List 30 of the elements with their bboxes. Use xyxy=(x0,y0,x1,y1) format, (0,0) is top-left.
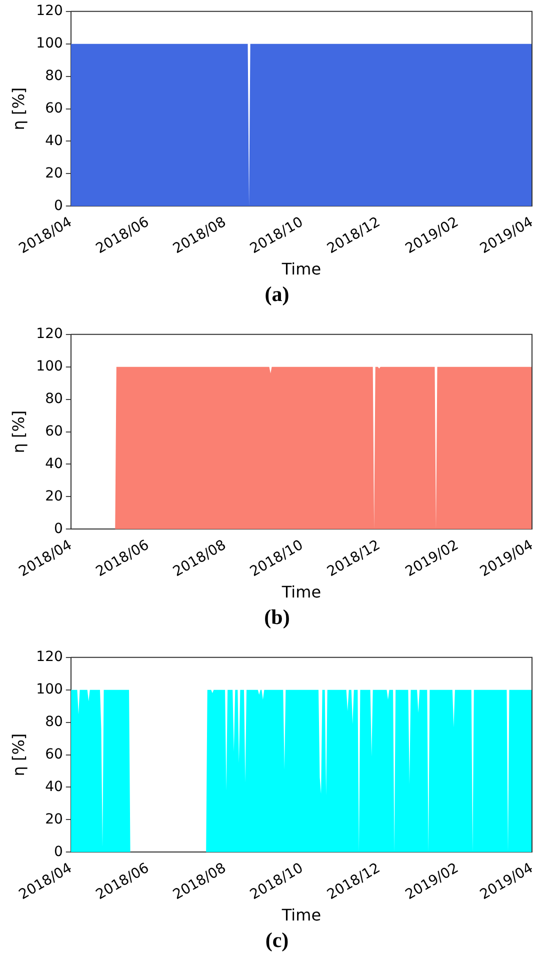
y-axis-title: η [%] xyxy=(8,87,28,130)
y-tick-label: 20 xyxy=(45,488,63,504)
y-tick-label: 100 xyxy=(36,358,63,374)
y-tick-label: 80 xyxy=(45,714,63,730)
x-axis-title: Time xyxy=(280,260,322,279)
y-tick-label: 60 xyxy=(45,746,63,762)
y-tick-label: 60 xyxy=(45,423,63,440)
x-axis-title: Time xyxy=(280,582,322,602)
y-tick-label: 0 xyxy=(54,198,63,214)
y-axis-title: η [%] xyxy=(8,733,28,776)
y-tick-label: 0 xyxy=(54,844,63,860)
y-tick-label: 80 xyxy=(45,68,63,84)
y-tick-label: 40 xyxy=(45,778,63,795)
text: (a) xyxy=(264,282,290,307)
y-tick-label: 0 xyxy=(54,520,63,537)
y-tick-label: 40 xyxy=(45,456,63,472)
y-tick-label: 60 xyxy=(45,100,63,116)
y-tick-label: 120 xyxy=(36,326,63,342)
text: (c) xyxy=(264,928,290,953)
y-tick-label: 100 xyxy=(36,682,63,698)
y-tick-label: 20 xyxy=(45,165,63,182)
text: (b) xyxy=(263,605,291,630)
y-tick-label: 120 xyxy=(36,3,63,20)
y-tick-label: 120 xyxy=(36,649,63,666)
y-tick-label: 100 xyxy=(36,36,63,52)
y-axis-title: η [%] xyxy=(8,410,28,454)
y-tick-label: 40 xyxy=(45,132,63,149)
y-tick-label: 20 xyxy=(45,811,63,828)
y-tick-label: 80 xyxy=(45,390,63,407)
x-axis-title: Time xyxy=(280,906,322,925)
